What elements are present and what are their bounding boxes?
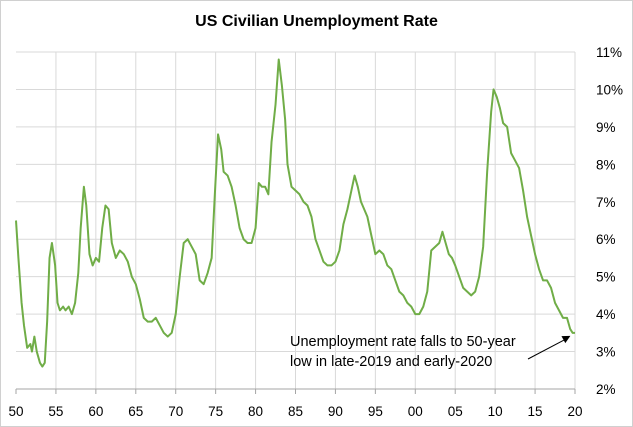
x-tick-label: 85 xyxy=(288,404,303,419)
y-tick-label: 4% xyxy=(596,307,616,322)
y-tick-label: 6% xyxy=(596,232,616,247)
series-layer xyxy=(15,58,575,368)
y-tick-label: 9% xyxy=(596,120,616,135)
y-tick-label: 5% xyxy=(596,270,616,285)
annotation-text: Unemployment rate falls to 50-year xyxy=(290,334,516,350)
y-axis: 2% 3% 4% 5% 6% 7% 8% 9% 10% 11% xyxy=(596,45,623,397)
annotation-arrow-head xyxy=(561,335,571,344)
y-tick-label: 11% xyxy=(596,45,622,60)
x-tick-label: 90 xyxy=(328,404,343,419)
y-tick-label: 7% xyxy=(596,195,616,210)
x-tick-label: 05 xyxy=(448,404,463,419)
x-tick-label: 60 xyxy=(88,404,103,419)
x-tick-label: 50 xyxy=(8,404,23,419)
annotation-layer: Unemployment rate falls to 50-year low in… xyxy=(290,334,571,370)
y-tick-label: 3% xyxy=(596,345,616,360)
x-tick-label: 95 xyxy=(368,404,383,419)
x-tick-label: 75 xyxy=(208,404,223,419)
y-tick-label: 10% xyxy=(596,82,623,97)
x-tick-label: 65 xyxy=(128,404,143,419)
y-tick-label: 8% xyxy=(596,157,616,172)
x-tick-label: 70 xyxy=(168,404,183,419)
x-axis: 50 55 60 65 70 75 80 85 90 95 00 05 10 15 20 xyxy=(8,388,583,419)
annotation-text: low in late-2019 and early-2020 xyxy=(290,354,492,370)
series-line xyxy=(15,58,575,368)
x-tick-label: 15 xyxy=(528,404,543,419)
x-tick-label: 00 xyxy=(408,404,423,419)
annotation-arrow-line xyxy=(527,338,567,360)
y-tick-label: 2% xyxy=(596,382,616,397)
x-tick-label: 55 xyxy=(48,404,63,419)
x-tick-label: 10 xyxy=(488,404,503,419)
x-tick-label: 80 xyxy=(248,404,263,419)
x-tick-label: 20 xyxy=(567,404,582,419)
chart-title: US Civilian Unemployment Rate xyxy=(195,13,438,30)
